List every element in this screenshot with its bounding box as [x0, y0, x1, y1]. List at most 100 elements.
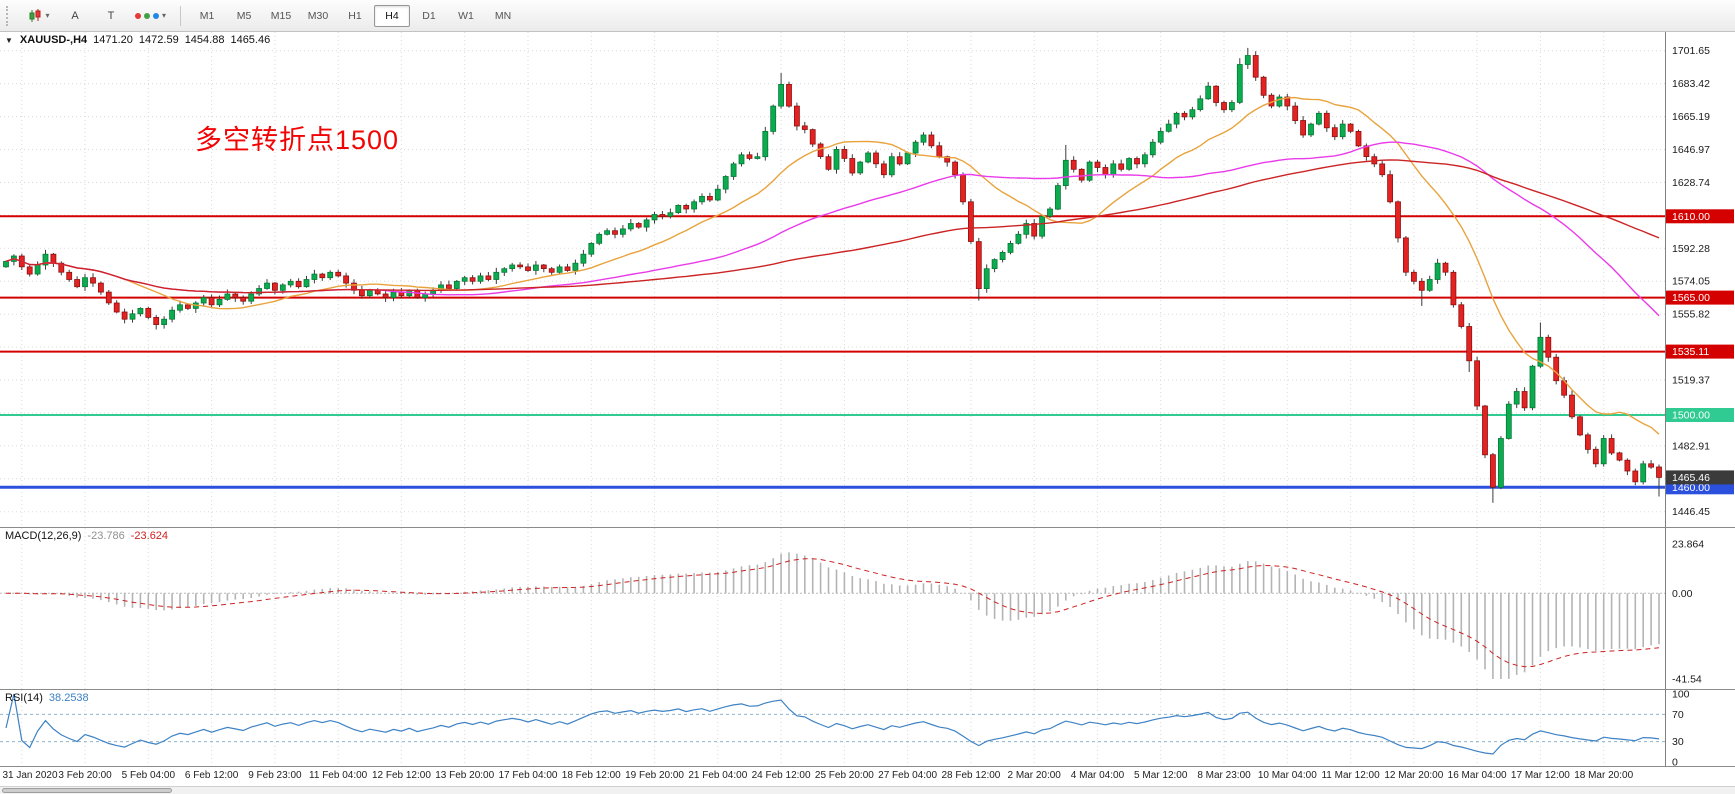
- candle: [74, 279, 80, 288]
- candle: [1592, 448, 1599, 465]
- candle: [612, 230, 618, 235]
- candle: [596, 233, 603, 244]
- candle: [604, 230, 610, 235]
- price-badge-1465.46[interactable]: 1465.46: [1666, 470, 1734, 485]
- timeframe-m30-button[interactable]: M30: [307, 9, 329, 22]
- rsi-canvas[interactable]: 100 70 30 0: [0, 690, 1735, 766]
- time-label: 24 Feb 12:00: [751, 770, 811, 781]
- price-badge-1500.00[interactable]: 1500.00: [1666, 408, 1734, 422]
- rsi-line: [5, 693, 1660, 755]
- toolbar-grip[interactable]: [6, 5, 13, 26]
- candle: [1252, 55, 1259, 78]
- main-chart-canvas[interactable]: 1701.65 1683.42 1665.19 1646.97 1628.74 1592.…: [0, 32, 1735, 527]
- candle: [382, 293, 389, 298]
- colors-dropdown-button[interactable]: ▾: [129, 4, 172, 28]
- candle: [319, 273, 326, 279]
- svg-text:1500.00: 1500.00: [1672, 410, 1710, 422]
- candle: [533, 264, 539, 271]
- time-axis[interactable]: 31 Jan 2020 3 Feb 20:00 5 Feb 04:00 6 Feb 1…: [0, 766, 1735, 786]
- timeframe-m5-button[interactable]: M5: [236, 9, 252, 22]
- candle: [469, 277, 476, 282]
- candle: [881, 163, 887, 176]
- candle: [635, 223, 642, 228]
- candle: [1537, 336, 1544, 367]
- candle: [145, 307, 152, 318]
- svg-text:1555.82: 1555.82: [1672, 309, 1710, 321]
- candle: [121, 311, 128, 320]
- timeframe-m1-button[interactable]: M1: [199, 9, 215, 22]
- candle: [485, 275, 492, 280]
- candle: [1134, 158, 1140, 165]
- candle: [50, 253, 57, 264]
- time-label: 17 Mar 12:00: [1510, 770, 1570, 781]
- candle: [82, 277, 88, 288]
- time-label: 25 Feb 20:00: [814, 770, 874, 781]
- timeframe-h4-button[interactable]: H4: [374, 4, 411, 27]
- svg-text:1628.74: 1628.74: [1672, 177, 1710, 189]
- price-badge-1535.11[interactable]: 1535.11: [1666, 344, 1734, 359]
- rsi-grid: [21, 690, 1605, 766]
- candle: [1569, 394, 1575, 418]
- candle: [580, 253, 587, 264]
- candle: [113, 302, 120, 313]
- price-badge-1565.00[interactable]: 1565.00: [1666, 290, 1734, 305]
- candle: [1640, 463, 1647, 483]
- time-label: 18 Feb 12:00: [561, 770, 621, 781]
- ohlc-close: 1465.46: [230, 34, 271, 46]
- candle: [1221, 102, 1227, 111]
- candle: [540, 264, 547, 269]
- candle: [588, 242, 595, 255]
- candle: [66, 271, 73, 280]
- candle: [1347, 123, 1354, 132]
- candle: [1173, 112, 1180, 125]
- timeframe-d1-button[interactable]: D1: [422, 9, 436, 22]
- candle: [216, 298, 223, 306]
- candle: [1482, 405, 1488, 456]
- time-label: 2 Mar 20:00: [1007, 770, 1061, 781]
- macd-canvas[interactable]: 23.864 0.00 -41.54: [0, 528, 1735, 689]
- periods-toolbar: ▾ A T ▾ M1 M5 M15 M30 H1 H4 D1 W1 MN: [0, 0, 1735, 32]
- timeframe-h1-button[interactable]: H1: [348, 9, 362, 22]
- candle: [137, 307, 144, 315]
- candle: [928, 134, 935, 147]
- candle: [129, 313, 136, 320]
- candle: [161, 318, 168, 326]
- annotate-a-button[interactable]: A: [71, 9, 79, 22]
- candle: [264, 282, 270, 289]
- time-label: 13 Feb 20:00: [435, 770, 495, 781]
- macd-axis-labels: 23.864 0.00 -41.54: [1672, 539, 1704, 686]
- time-label: 9 Feb 23:00: [248, 770, 302, 781]
- candle: [627, 223, 634, 230]
- candle: [1284, 96, 1291, 107]
- candle: [1070, 159, 1077, 170]
- timeframe-w1-button[interactable]: W1: [458, 9, 474, 22]
- candle: [1632, 470, 1639, 483]
- chevron-down-icon: ▾: [162, 11, 167, 20]
- main-chart-pane: ▼ XAUUSD-,H4 1471.20 1472.59 1454.88 146…: [0, 32, 1735, 527]
- candle: [1339, 123, 1346, 138]
- time-label: 16 Mar 04:00: [1447, 770, 1507, 781]
- scrollbar-thumb[interactable]: [2, 788, 172, 793]
- chart-type-candles-button[interactable]: ▾: [21, 4, 57, 28]
- candle: [1387, 174, 1393, 203]
- price-badge-1610.00[interactable]: 1610.00: [1666, 209, 1734, 224]
- candle: [1126, 158, 1132, 170]
- symbol-dropdown-icon[interactable]: ▼: [5, 35, 13, 45]
- timeframe-m15-button[interactable]: M15: [270, 9, 292, 22]
- macd-value-main: -23.786: [87, 530, 125, 542]
- candle: [983, 268, 990, 289]
- candle: [1300, 120, 1306, 136]
- candle: [1585, 434, 1591, 450]
- time-label: 12 Mar 20:00: [1384, 770, 1444, 781]
- toolbar-separator: [180, 5, 182, 26]
- price-axis-labels: 1701.65 1683.42 1665.19 1646.97 1628.74 1592.…: [1672, 45, 1710, 518]
- chart-title: ▼ XAUUSD-,H4 1471.20 1472.59 1454.88 146…: [5, 34, 270, 46]
- time-label: 28 Feb 12:00: [941, 770, 1001, 781]
- candle: [1015, 233, 1022, 244]
- text-tool-button[interactable]: T: [107, 9, 115, 22]
- candle: [1600, 438, 1607, 465]
- candle: [1118, 163, 1125, 170]
- candle: [1316, 112, 1322, 125]
- timeframe-mn-button[interactable]: MN: [494, 9, 512, 22]
- candle: [896, 156, 903, 165]
